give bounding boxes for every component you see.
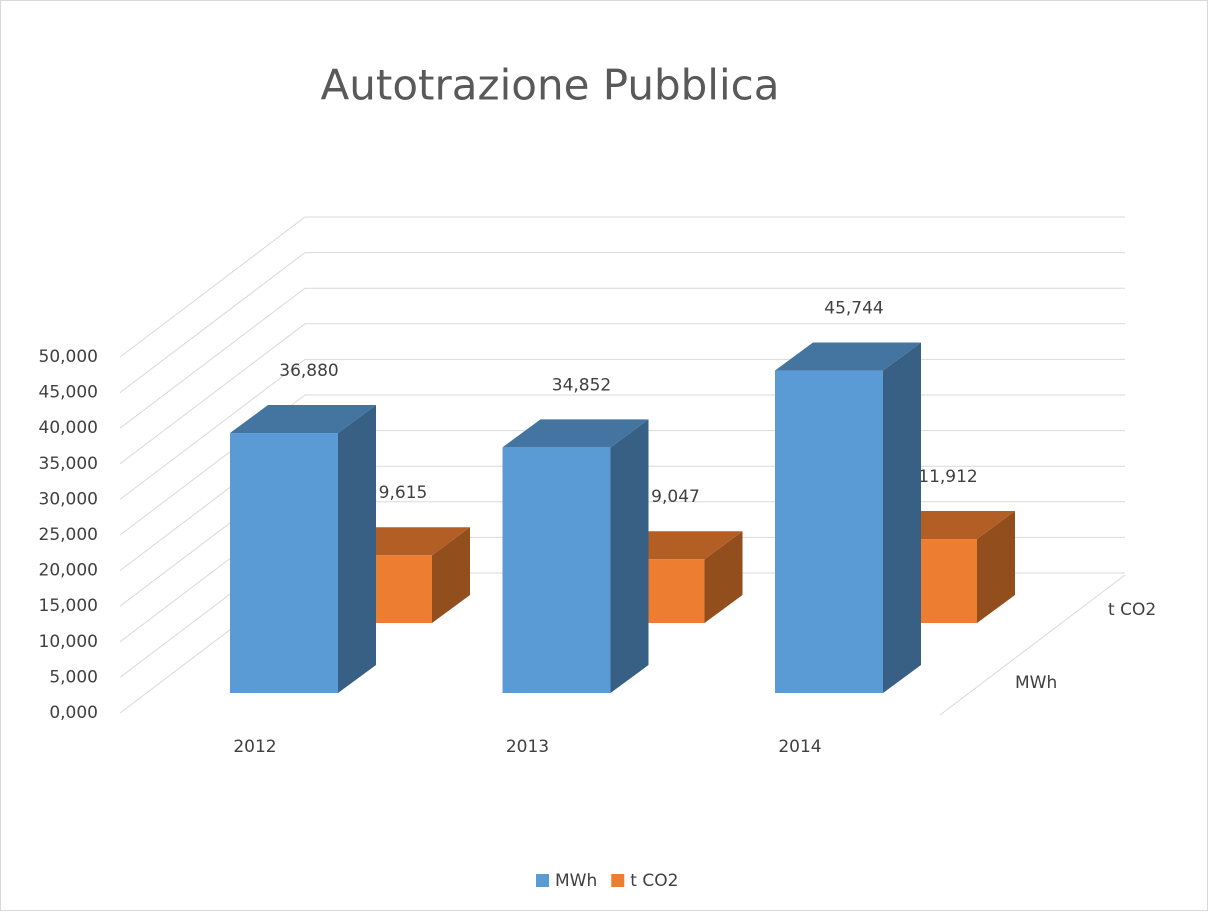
bar-top [502, 419, 649, 448]
y-tick-label: 40,000 [39, 418, 98, 438]
bar-side [704, 531, 743, 623]
data-label: 11,912 [918, 467, 977, 487]
legend-label: t CO2 [630, 871, 678, 891]
floor-edge [939, 574, 1126, 716]
x-tick-label: 2014 [778, 737, 821, 757]
y-tick-label: 15,000 [39, 596, 98, 616]
bar-side [883, 342, 921, 693]
bar-top [775, 342, 921, 371]
data-label: 36,880 [279, 361, 338, 381]
x-tick-label: 2012 [233, 737, 276, 757]
data-label: 9,615 [379, 483, 428, 503]
bar-top [230, 405, 376, 434]
grid-line [119, 323, 1125, 465]
bar [502, 447, 611, 693]
legend-swatch [536, 874, 549, 887]
y-tick-label: 20,000 [39, 561, 98, 581]
depth-label: MWh [1015, 673, 1057, 693]
data-label: 34,852 [552, 375, 611, 395]
y-tick-label: 45,000 [39, 383, 98, 403]
bar-side [610, 419, 649, 693]
depth-label: t CO2 [1108, 600, 1156, 620]
chart-title: Autotrazione Pubblica [321, 61, 780, 110]
y-tick-label: 25,000 [39, 525, 98, 545]
data-label: 45,744 [824, 299, 883, 319]
legend-swatch [611, 874, 625, 887]
legend-label: MWh [555, 871, 597, 891]
bar [230, 433, 338, 693]
y-tick-label: 0,000 [49, 703, 98, 723]
data-label: 9,047 [651, 487, 700, 507]
bar [775, 370, 883, 693]
bar-side [432, 527, 470, 623]
bar-side [977, 511, 1015, 623]
y-tick-label: 30,000 [39, 489, 98, 509]
grid-line [119, 216, 1125, 358]
bar-side [338, 405, 376, 693]
y-tick-label: 5,000 [49, 667, 98, 687]
x-tick-label: 2013 [506, 737, 549, 757]
y-tick-label: 10,000 [39, 632, 98, 652]
grid-line [119, 252, 1125, 393]
y-tick-label: 50,000 [39, 347, 98, 367]
y-tick-label: 35,000 [39, 454, 98, 474]
grid-line [119, 287, 1125, 429]
